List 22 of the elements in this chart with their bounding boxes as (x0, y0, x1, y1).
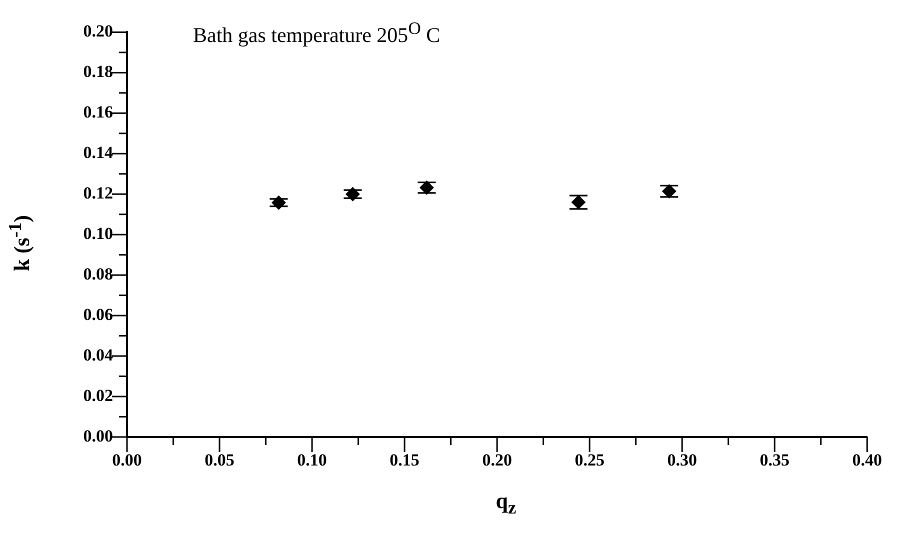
y-tick-label: 0.04 (83, 345, 114, 364)
x-tick-label: 0.05 (204, 450, 234, 470)
annotation: Bath gas temperature 205$^{O}$ C (193, 18, 440, 48)
y-tick-label: 0.12 (83, 184, 113, 203)
x-tick-label: 0.25 (574, 450, 604, 470)
y-tick-label: 0.16 (83, 102, 113, 122)
y-tick-label: 0.06 (83, 304, 113, 324)
x-tick-label: 0.35 (760, 450, 790, 470)
y-tick-label: 0.02 (83, 386, 113, 405)
x-tick-label: 0.00 (112, 450, 142, 470)
y-tick-label: 0.20 (83, 22, 113, 41)
y-tick-label: 0.10 (83, 224, 113, 243)
x-tick-label: 0.40 (852, 450, 882, 470)
x-tick-label: 0.30 (667, 450, 697, 470)
y-tick-label: 0.14 (83, 143, 114, 162)
x-tick-label: 0.15 (390, 450, 420, 470)
x-tick-label: 0.20 (482, 450, 512, 470)
x-axis-title: q$_{z}$ (494, 488, 518, 518)
y-tick-label: 0.00 (83, 426, 113, 446)
x-tick-label: 0.10 (297, 450, 327, 470)
y-tick-label: 0.18 (83, 62, 113, 82)
y-tick-label: 0.08 (83, 264, 113, 284)
